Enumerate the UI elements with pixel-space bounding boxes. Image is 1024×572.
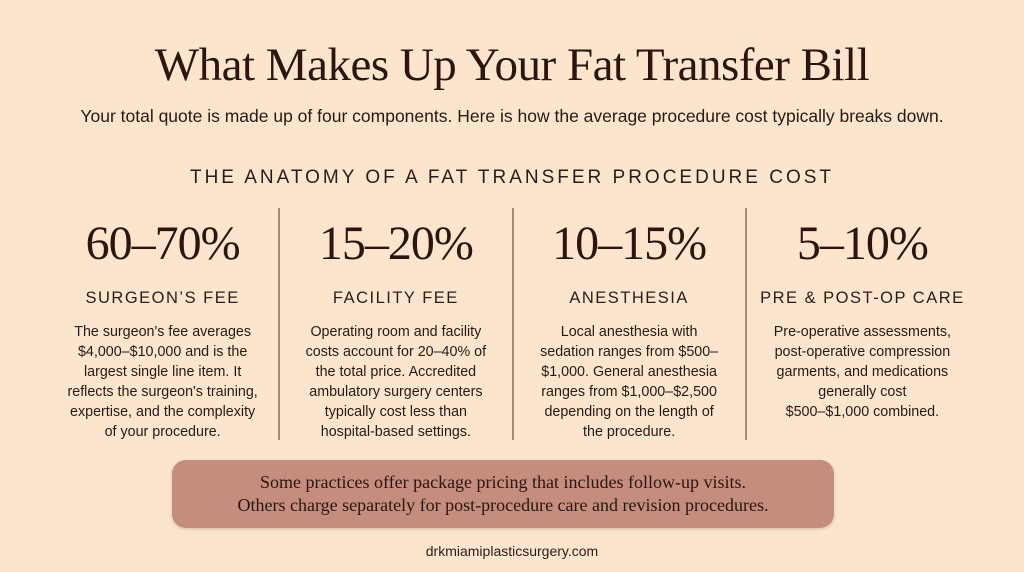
cost-label: ANESTHESIA [569, 289, 689, 307]
desc-line: Pre-operative assessments, [773, 324, 951, 340]
desc-line: Local anesthesia with [560, 324, 698, 340]
note-line-2: Others charge separately for post-proced… [237, 495, 769, 515]
percent-value: 60–70% [85, 217, 241, 270]
percent-value: 10–15% [552, 217, 707, 270]
desc-line: post-operative compression [774, 344, 951, 360]
cost-description: Pre-operative assessments, post-operativ… [757, 322, 968, 422]
desc-line: reflects the surgeon's training, [67, 384, 258, 400]
cost-column-facility-fee: 15–20% FACILITY FEE Operating room and f… [278, 208, 511, 440]
percent-value: 15–20% [318, 217, 474, 270]
desc-line: costs account for 20–40% of [305, 344, 487, 360]
package-pricing-note: Some practices offer package pricing tha… [172, 460, 834, 528]
desc-line: typically cost less than [324, 404, 467, 420]
desc-line: expertise, and the complexity [70, 404, 256, 420]
cost-breakdown-columns: 60–70% SURGEON’S FEE The surgeon's fee a… [47, 208, 978, 440]
cost-label: PRE & POST-OP CARE [760, 289, 965, 307]
desc-line: ranges from $1,000–$2,500 [541, 384, 717, 400]
percent-value: 5–10% [796, 217, 929, 270]
cost-label: FACILITY FEE [332, 289, 459, 307]
cost-description: The surgeon's fee averages $4,000–$10,00… [57, 322, 268, 442]
website-url: drkmiamiplasticsurgery.com [425, 543, 599, 559]
desc-line: depending on the length of [544, 404, 714, 420]
desc-line: ambulatory surgery centers [309, 384, 483, 400]
desc-line: $4,000–$10,000 and is the [77, 344, 248, 360]
cost-description: Operating room and facility costs accoun… [290, 322, 501, 442]
desc-line: The surgeon's fee averages [74, 324, 252, 340]
cost-label: SURGEON’S FEE [85, 289, 240, 307]
desc-line: sedation ranges from $500– [540, 344, 719, 360]
cost-description: Local anesthesia with sedation ranges fr… [524, 322, 735, 442]
desc-line: the total price. Accredited [315, 364, 477, 380]
desc-line: of your procedure. [104, 424, 221, 440]
desc-line: $500–$1,000 combined. [785, 404, 940, 420]
cost-column-pre-post-op-care: 5–10% PRE & POST-OP CARE Pre-operative a… [744, 208, 978, 440]
section-heading: THE ANATOMY OF A FAT TRANSFER PROCEDURE … [189, 167, 835, 188]
note-line-1: Some practices offer package pricing tha… [259, 472, 747, 492]
cost-column-surgeon-fee: 60–70% SURGEON’S FEE The surgeon's fee a… [47, 208, 278, 440]
page-subtitle: Your total quote is made up of four comp… [80, 106, 944, 126]
desc-line: the procedure. [583, 424, 676, 440]
desc-line: garments, and medications [776, 364, 949, 380]
desc-line: generally cost [818, 384, 907, 400]
desc-line: hospital-based settings. [320, 424, 471, 440]
desc-line: largest single line item. It [83, 364, 242, 380]
cost-column-anesthesia: 10–15% ANESTHESIA Local anesthesia with … [511, 208, 745, 442]
desc-line: $1,000. General anesthesia [541, 364, 717, 380]
page-title: What Makes Up Your Fat Transfer Bill [154, 39, 870, 91]
desc-line: Operating room and facility [310, 324, 482, 340]
